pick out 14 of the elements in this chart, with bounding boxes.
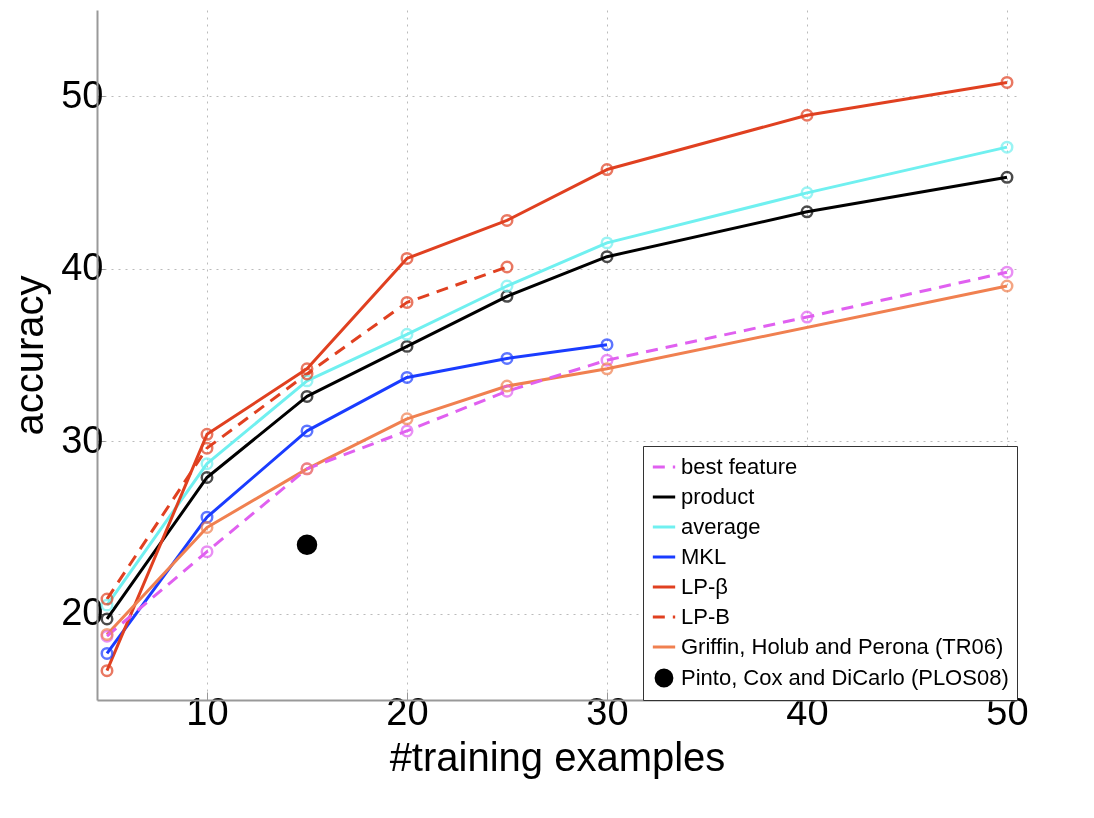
- y-tick-label: 20: [61, 591, 104, 634]
- y-tick-label: 50: [61, 73, 104, 116]
- x-axis-title: #training examples: [389, 734, 726, 779]
- y-axis-title: accuracy: [7, 275, 52, 436]
- legend-label: LP-β: [681, 574, 728, 599]
- legend-label: best feature: [681, 454, 798, 479]
- legend-label: product: [681, 484, 755, 509]
- legend-label: Griffin, Holub and Perona (TR06): [681, 634, 1004, 659]
- legend-label: LP-B: [681, 604, 730, 629]
- legend-label: MKL: [681, 544, 727, 569]
- y-tick-label: 30: [61, 418, 104, 461]
- legend-label: average: [681, 514, 761, 539]
- legend-label: Pinto, Cox and DiCarlo (PLOS08): [681, 665, 1009, 690]
- y-tick-label: 40: [61, 246, 104, 289]
